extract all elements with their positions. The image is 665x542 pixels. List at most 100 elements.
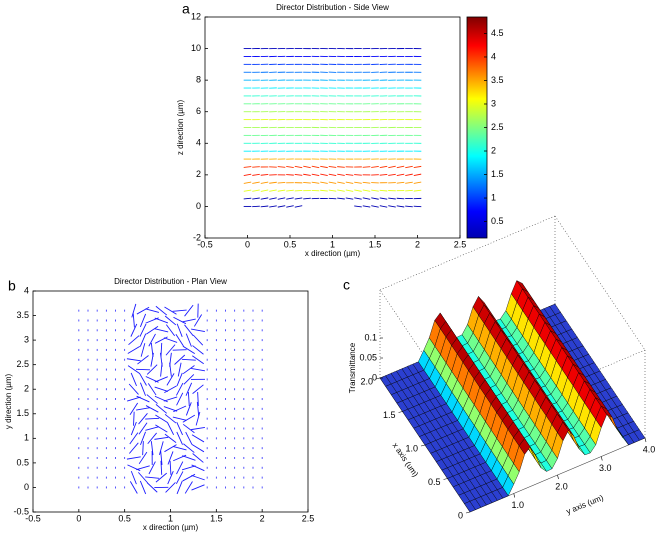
- director-arrow: [136, 395, 150, 403]
- director-arrow: [379, 174, 388, 176]
- director-arrow: [139, 313, 147, 328]
- director-arrow: [146, 482, 158, 493]
- director-arrow: [294, 165, 303, 169]
- director-arrow: [269, 205, 277, 208]
- director-arrow: [172, 445, 187, 451]
- plot-area: [32, 290, 309, 513]
- director-arrow: [126, 358, 141, 362]
- director-arrow: [252, 173, 260, 176]
- director-arrow: [155, 472, 168, 483]
- x-tick-label: 1.5: [369, 239, 382, 249]
- director-arrow: [136, 306, 150, 315]
- director-arrow: [192, 384, 204, 395]
- director-arrow: [405, 205, 413, 208]
- director-arrow: [176, 431, 183, 445]
- x-axis-label: x direction (µm): [143, 523, 199, 532]
- colorbar-tick-label: 1.5: [491, 169, 504, 179]
- director-arrow: [362, 166, 371, 168]
- director-arrow: [184, 324, 194, 337]
- director-arrow: [166, 373, 175, 386]
- director-arrow: [148, 461, 156, 475]
- director-arrow: [354, 181, 362, 184]
- director-arrow: [191, 426, 205, 431]
- director-arrow: [155, 414, 168, 423]
- director-arrow: [243, 197, 252, 200]
- x-tick-label: 2: [415, 239, 420, 249]
- director-arrow: [128, 383, 139, 395]
- director-arrow: [303, 165, 311, 169]
- director-arrow: [182, 345, 195, 355]
- z-axis-label: Transmittance: [348, 342, 357, 393]
- director-arrow: [169, 460, 172, 475]
- director-arrow: [130, 323, 138, 337]
- y-tick-label: 4.0: [643, 444, 656, 454]
- z-tick-label: 0: [372, 372, 377, 382]
- director-arrow: [191, 328, 205, 332]
- director-arrow: [183, 443, 195, 453]
- y-tick-label: 1: [24, 433, 29, 443]
- director-arrow: [320, 165, 328, 169]
- y-tick-label: 0: [24, 482, 29, 492]
- director-arrow: [146, 326, 159, 335]
- panel-label: a: [182, 1, 190, 17]
- x-tick: [375, 377, 381, 380]
- colorbar-tick-label: 3.5: [491, 75, 504, 85]
- director-arrow: [183, 374, 195, 385]
- director-arrow: [132, 313, 135, 328]
- director-arrow: [154, 376, 168, 383]
- y-tick-label: 1.5: [16, 408, 29, 418]
- director-arrow: [147, 383, 157, 396]
- y-tick-label: 3.5: [16, 310, 29, 320]
- director-arrow: [362, 197, 371, 200]
- director-arrow: [145, 308, 160, 313]
- director-arrow: [277, 181, 286, 184]
- director-arrow: [277, 189, 286, 192]
- y-tick-label: 12: [191, 11, 201, 21]
- director-arrow: [193, 314, 203, 327]
- x-tick-label: 1.5: [383, 410, 396, 420]
- x-tick-label: 2.0: [360, 376, 373, 386]
- director-arrow: [396, 173, 405, 176]
- x-tick-label: 2.5: [454, 239, 467, 249]
- director-arrow: [311, 181, 320, 184]
- director-arrow: [150, 441, 154, 456]
- director-arrow: [145, 426, 160, 431]
- director-arrow: [269, 189, 277, 192]
- director-arrow: [311, 165, 320, 169]
- director-arrow: [167, 471, 174, 485]
- director-arrow: [164, 306, 177, 315]
- y-tick-label: 10: [191, 43, 201, 53]
- colorbar-tick-label: 4: [491, 51, 496, 61]
- director-arrow: [286, 197, 294, 200]
- director-arrow: [160, 342, 163, 357]
- x-tick-label: 1: [168, 513, 173, 523]
- director-arrow: [167, 451, 174, 465]
- director-arrow: [354, 189, 362, 192]
- director-arrow: [379, 165, 388, 169]
- y-tick: [513, 493, 516, 498]
- director-arrow: [133, 411, 135, 426]
- director-arrow: [311, 173, 320, 177]
- director-arrow: [191, 444, 205, 453]
- director-arrow: [362, 189, 371, 192]
- colorbar-tick-label: 1: [491, 192, 496, 202]
- director-arrow: [294, 197, 303, 200]
- director-arrow: [172, 349, 187, 351]
- director-arrow: [164, 385, 177, 393]
- director-arrow: [192, 345, 204, 355]
- director-arrow: [371, 197, 379, 200]
- director-arrow: [128, 335, 140, 346]
- director-arrow: [150, 342, 154, 357]
- director-arrow: [138, 451, 148, 465]
- director-arrow: [165, 344, 176, 356]
- x-tick-label: -0.5: [25, 513, 41, 523]
- y-tick: [644, 437, 647, 443]
- director-arrow: [269, 197, 277, 200]
- x-tick-label: 0.5: [118, 513, 131, 523]
- director-arrow: [252, 197, 260, 200]
- director-arrow: [191, 484, 205, 491]
- director-arrow: [396, 181, 405, 184]
- director-arrow: [413, 165, 422, 169]
- colorbar-tick-label: 4.5: [491, 28, 504, 38]
- director-arrow: [396, 197, 405, 200]
